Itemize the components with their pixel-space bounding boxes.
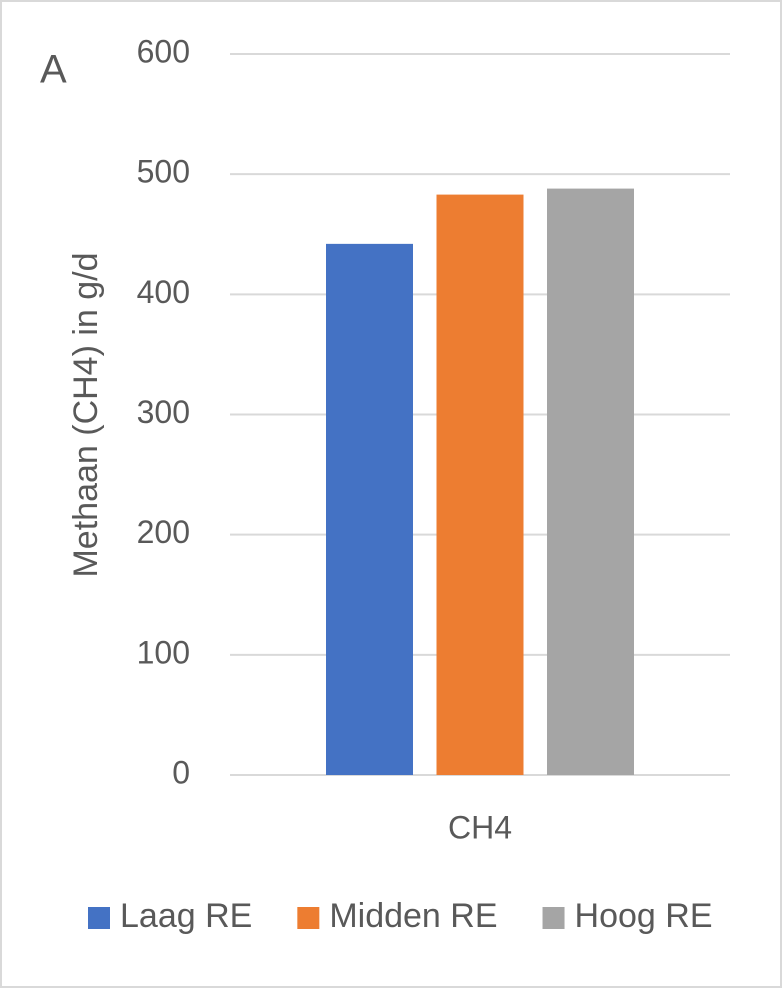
y-tick-label: 200 bbox=[137, 514, 190, 550]
legend-label: Laag RE bbox=[120, 897, 252, 935]
bar bbox=[326, 243, 413, 775]
legend-label: Hoog RE bbox=[575, 897, 713, 935]
y-tick-label: 0 bbox=[172, 754, 190, 790]
y-tick-label: 500 bbox=[137, 154, 190, 190]
legend-label: Midden RE bbox=[329, 897, 497, 935]
x-tick-label: CH4 bbox=[448, 809, 512, 845]
legend-swatch bbox=[88, 907, 110, 929]
y-tick-label: 300 bbox=[137, 394, 190, 430]
y-tick-label: 400 bbox=[137, 274, 190, 310]
bar bbox=[436, 194, 524, 776]
y-axis-label: Methaan (CH4) in g/d bbox=[67, 252, 105, 577]
legend-swatch bbox=[542, 907, 565, 929]
y-tick-label: 600 bbox=[137, 33, 190, 69]
y-tick-label: 100 bbox=[137, 634, 190, 670]
legend-swatch bbox=[297, 907, 320, 929]
bar bbox=[547, 188, 634, 775]
panel-label: A bbox=[40, 48, 67, 92]
